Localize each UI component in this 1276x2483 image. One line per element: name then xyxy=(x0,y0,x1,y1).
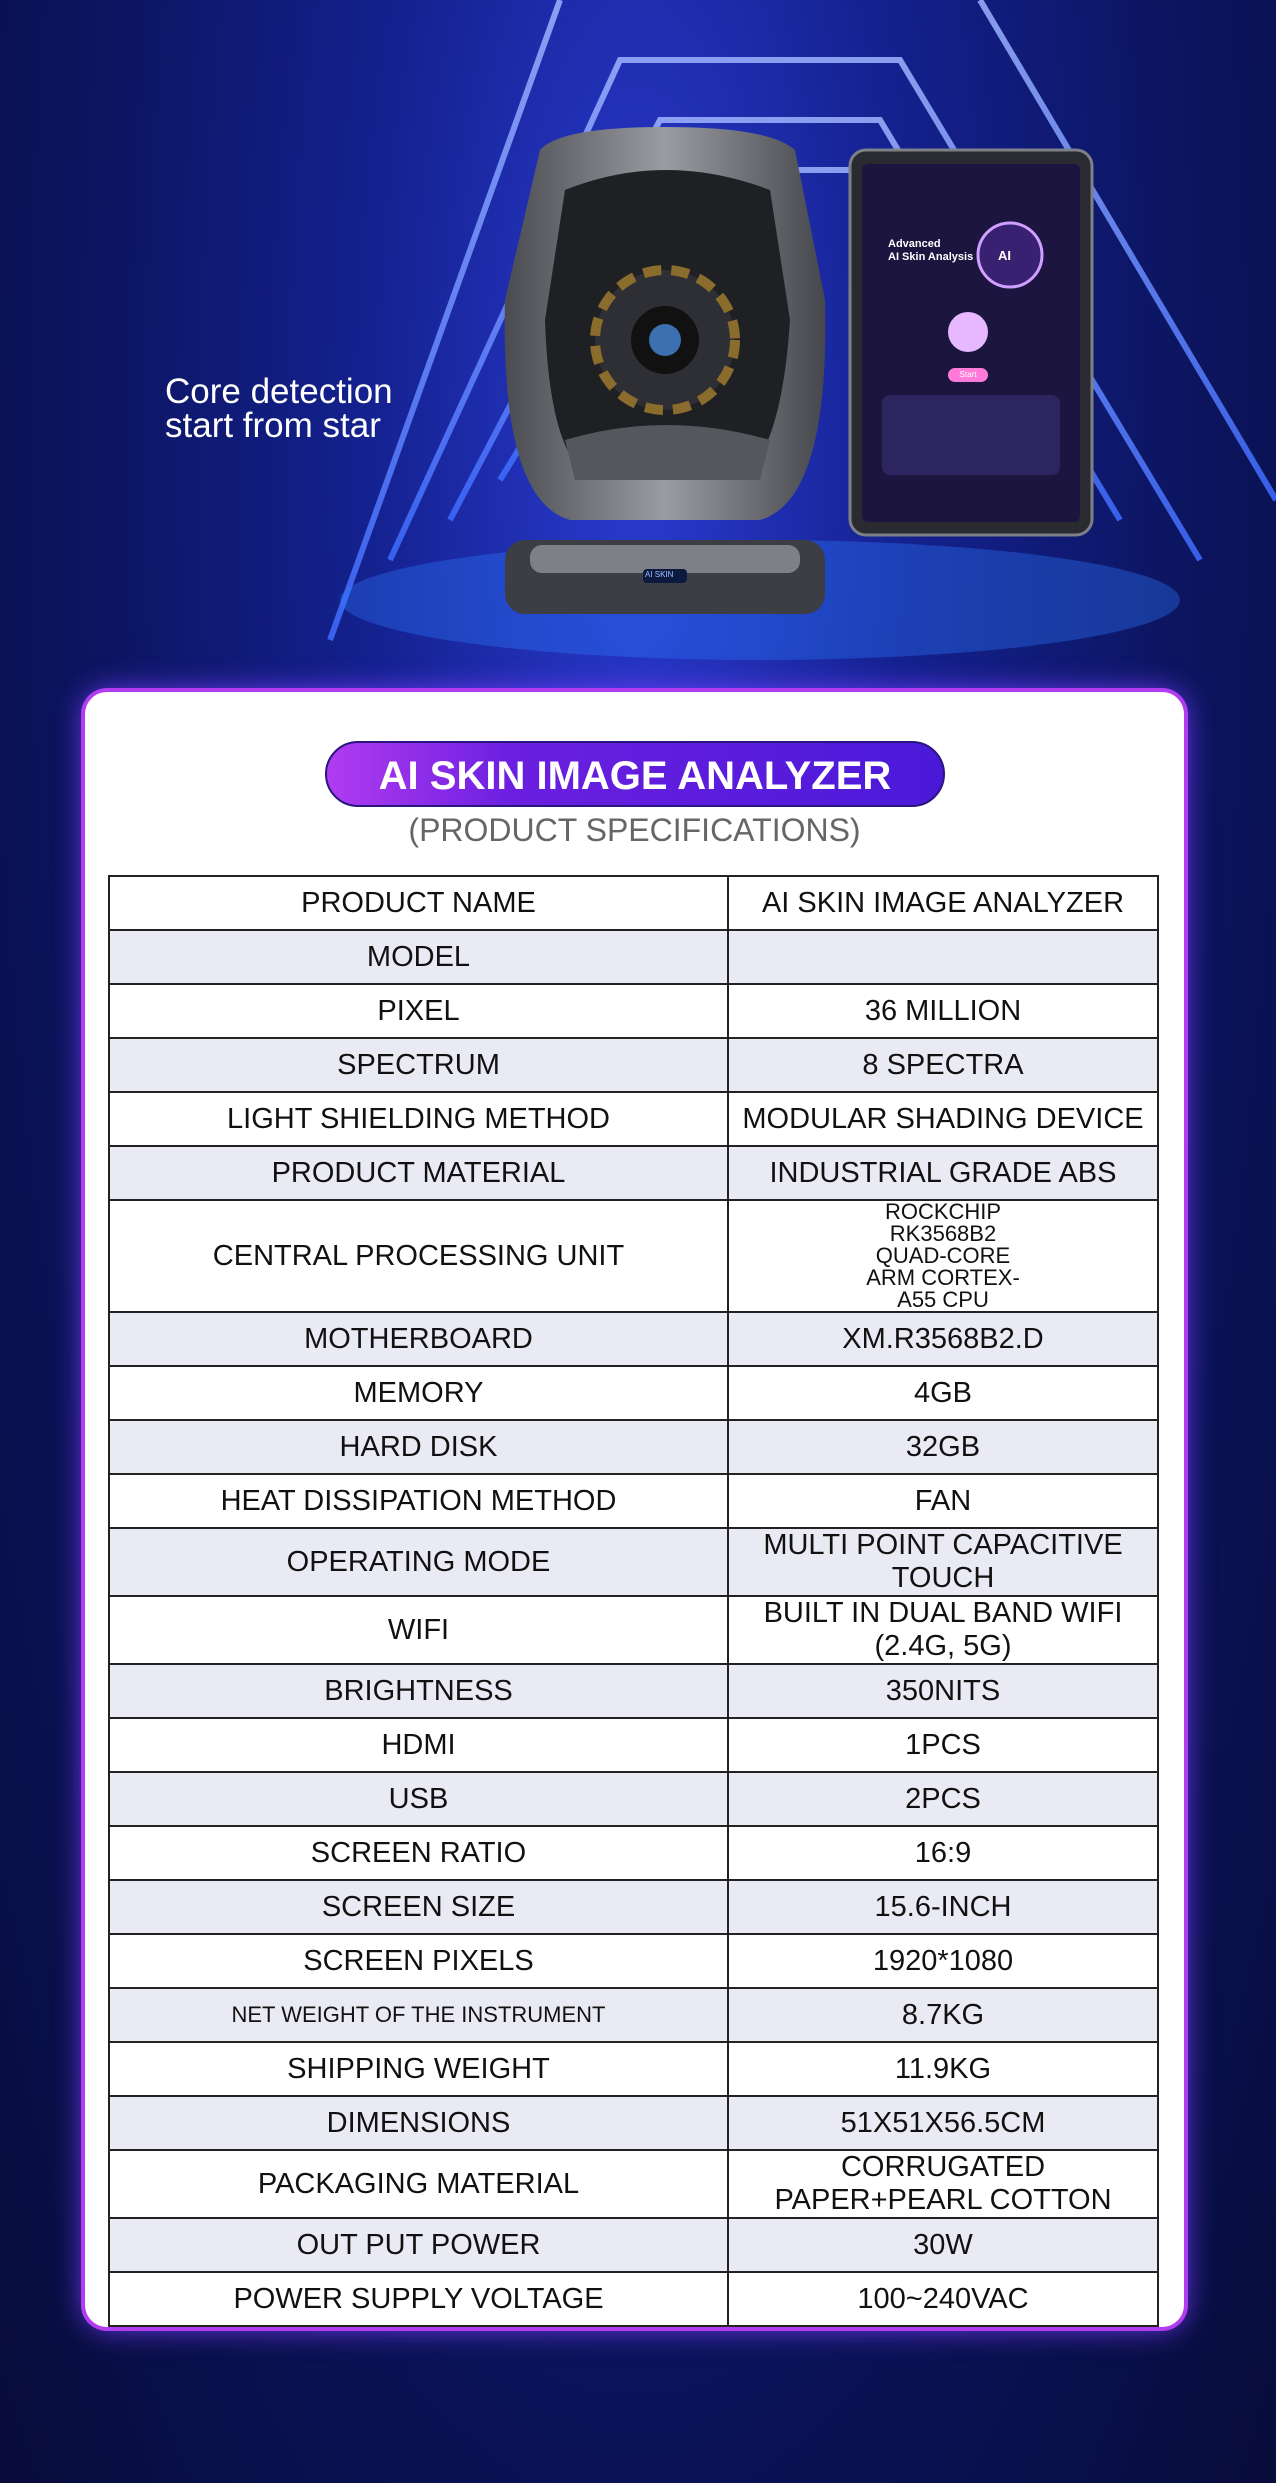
spec-label: CENTRAL PROCESSING UNIT xyxy=(108,1199,729,1313)
spec-value: CORRUGATED PAPER+PEARL COTTON xyxy=(727,2149,1159,2219)
device-badge: AI SKIN xyxy=(645,570,674,579)
spec-row: LIGHT SHIELDING METHOD MODULAR SHADING DE… xyxy=(108,1091,1159,1147)
tablet-heading-line: Advanced xyxy=(888,238,941,250)
spec-row: SHIPPING WEIGHT 11.9KG xyxy=(108,2041,1159,2097)
spec-label: HARD DISK xyxy=(108,1419,729,1475)
spec-row: HDMI 1PCS xyxy=(108,1717,1159,1773)
spec-label: SCREEN RATIO xyxy=(108,1825,729,1881)
spec-row: PRODUCT MATERIAL INDUSTRIAL GRADE ABS xyxy=(108,1145,1159,1201)
spec-label: MOTHERBOARD xyxy=(108,1311,729,1367)
spec-row: OPERATING MODE MULTI POINT CAPACITIVE TOU… xyxy=(108,1527,1159,1597)
spec-label: PRODUCT MATERIAL xyxy=(108,1145,729,1201)
spec-table: PRODUCT NAME AI SKIN IMAGE ANALYZER MODEL P… xyxy=(108,875,1159,2327)
spec-row: SPECTRUM 8 SPECTRA xyxy=(108,1037,1159,1093)
spec-label: MEMORY xyxy=(108,1365,729,1421)
spec-row: WIFI BUILT IN DUAL BAND WIFI (2.4G, 5G) xyxy=(108,1595,1159,1665)
spec-label: OPERATING MODE xyxy=(108,1527,729,1597)
spec-label: SCREEN PIXELS xyxy=(108,1933,729,1989)
spec-row: POWER SUPPLY VOLTAGE 100~240VAC xyxy=(108,2271,1159,2327)
spec-label: LIGHT SHIELDING METHOD xyxy=(108,1091,729,1147)
spec-row: SCREEN SIZE 15.6-INCH xyxy=(108,1879,1159,1935)
spec-label: SHIPPING WEIGHT xyxy=(108,2041,729,2097)
spec-value: INDUSTRIAL GRADE ABS xyxy=(727,1145,1159,1201)
spec-value: 30W xyxy=(727,2217,1159,2273)
spec-row: SCREEN RATIO 16:9 xyxy=(108,1825,1159,1881)
spec-row: PRODUCT NAME AI SKIN IMAGE ANALYZER xyxy=(108,875,1159,931)
spec-row: OUT PUT POWER 30W xyxy=(108,2217,1159,2273)
spec-label: SPECTRUM xyxy=(108,1037,729,1093)
spec-value: ROCKCHIP RK3568B2 QUAD-CORE ARM CORTEX-A… xyxy=(727,1199,1159,1313)
spec-value: BUILT IN DUAL BAND WIFI (2.4G, 5G) xyxy=(727,1595,1159,1665)
title: AI SKIN IMAGE ANALYZER xyxy=(325,741,945,807)
spec-value: 4GB xyxy=(727,1365,1159,1421)
spec-value: MULTI POINT CAPACITIVE TOUCH xyxy=(727,1527,1159,1597)
spec-value: 2PCS xyxy=(727,1771,1159,1827)
spec-label: POWER SUPPLY VOLTAGE xyxy=(108,2271,729,2327)
spec-row: MOTHERBOARD XM.R3568B2.D xyxy=(108,1311,1159,1367)
spec-value: FAN xyxy=(727,1473,1159,1529)
tagline: Core detection xyxy=(165,372,393,411)
spec-value xyxy=(727,929,1159,985)
spec-label: OUT PUT POWER xyxy=(108,2217,729,2273)
spec-row: SCREEN PIXELS 1920*1080 xyxy=(108,1933,1159,1989)
spec-label: USB xyxy=(108,1771,729,1827)
subtitle: (PRODUCT SPECIFICATIONS) xyxy=(408,812,861,848)
spec-value: 16:9 xyxy=(727,1825,1159,1881)
spec-value: XM.R3568B2.D xyxy=(727,1311,1159,1367)
spec-label: BRIGHTNESS xyxy=(108,1663,729,1719)
tagline: start from star xyxy=(165,406,381,445)
spec-row: CENTRAL PROCESSING UNIT ROCKCHIP RK3568B2… xyxy=(108,1199,1159,1313)
spec-value: 8.7KG xyxy=(727,1987,1159,2043)
spec-label: HEAT DISSIPATION METHOD xyxy=(108,1473,729,1529)
spec-label: PIXEL xyxy=(108,983,729,1039)
spec-card: AI SKIN IMAGE ANALYZER (PRODUCT SPECIFIC… xyxy=(85,692,1184,2327)
spec-value: 11.9KG xyxy=(727,2041,1159,2097)
spec-value: 1920*1080 xyxy=(727,1933,1159,1989)
spec-value: 8 SPECTRA xyxy=(727,1037,1159,1093)
spec-row: PACKAGING MATERIAL CORRUGATED PAPER+PEARL… xyxy=(108,2149,1159,2219)
spec-label: SCREEN SIZE xyxy=(108,1879,729,1935)
spec-label: WIFI xyxy=(108,1595,729,1665)
spec-value: 1PCS xyxy=(727,1717,1159,1773)
spec-value: MODULAR SHADING DEVICE xyxy=(727,1091,1159,1147)
spec-label: DIMENSIONS xyxy=(108,2095,729,2151)
spec-row: BRIGHTNESS 350NITS xyxy=(108,1663,1159,1719)
tablet xyxy=(848,148,1094,537)
spec-row: NET WEIGHT OF THE INSTRUMENT 8.7KG xyxy=(108,1987,1159,2043)
spec-row: HEAT DISSIPATION METHOD FAN xyxy=(108,1473,1159,1529)
spec-row: HARD DISK 32GB xyxy=(108,1419,1159,1475)
spec-label: PRODUCT NAME xyxy=(108,875,729,931)
spec-label: MODEL xyxy=(108,929,729,985)
spec-label: PACKAGING MATERIAL xyxy=(108,2149,729,2219)
tablet-logo: AI xyxy=(998,248,1011,263)
spec-row: MEMORY 4GB xyxy=(108,1365,1159,1421)
spec-row: MODEL xyxy=(108,929,1159,985)
spec-row: PIXEL 36 MILLION xyxy=(108,983,1159,1039)
tablet-button[interactable]: Start xyxy=(948,368,988,382)
spec-label: HDMI xyxy=(108,1717,729,1773)
spec-row: USB 2PCS xyxy=(108,1771,1159,1827)
spec-row: DIMENSIONS 51X51X56.5CM xyxy=(108,2095,1159,2151)
spec-label: NET WEIGHT OF THE INSTRUMENT xyxy=(108,1987,729,2043)
spec-value: 51X51X56.5CM xyxy=(727,2095,1159,2151)
spec-value: 15.6-INCH xyxy=(727,1879,1159,1935)
device xyxy=(504,127,826,614)
spec-value: 350NITS xyxy=(727,1663,1159,1719)
tablet-heading: Advanced AI Skin Analysis xyxy=(888,238,973,264)
spec-value: AI SKIN IMAGE ANALYZER xyxy=(727,875,1159,931)
tablet-heading-line: AI Skin Analysis xyxy=(888,251,974,263)
spec-value: 36 MILLION xyxy=(727,983,1159,1039)
spec-value: 32GB xyxy=(727,1419,1159,1475)
spec-value: 100~240VAC xyxy=(727,2271,1159,2327)
